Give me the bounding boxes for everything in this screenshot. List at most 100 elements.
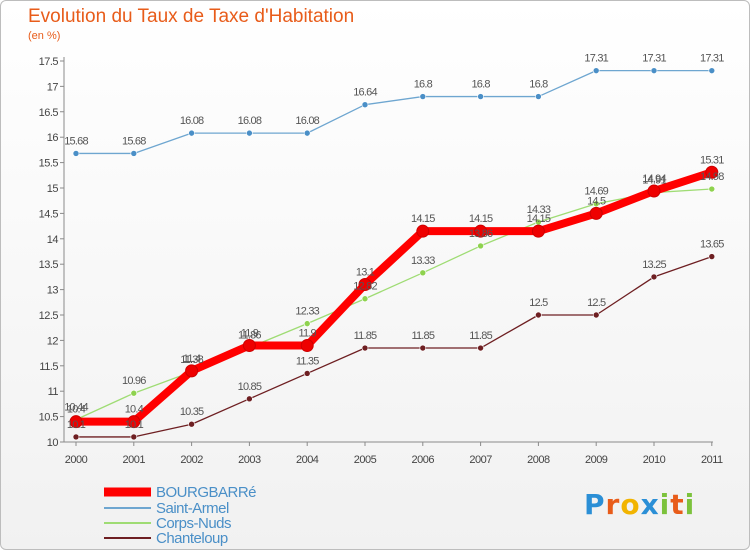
data-point: [474, 224, 488, 238]
data-point: [188, 420, 195, 428]
data-label: 17.31: [642, 53, 666, 65]
data-point: [303, 370, 311, 377]
y-tick-label: 10.5: [39, 412, 59, 424]
logo-letter: o: [620, 488, 641, 521]
data-point: [188, 129, 195, 137]
data-point: [246, 129, 253, 137]
x-tick-label: 2003: [238, 454, 261, 466]
data-label: 12.82: [353, 281, 377, 293]
y-tick-label: 11: [48, 386, 59, 398]
data-point: [531, 224, 545, 238]
data-label: 16.08: [180, 115, 204, 127]
data-label: 10.96: [122, 375, 146, 387]
y-tick-label: 17.5: [39, 56, 59, 68]
data-point: [361, 295, 369, 303]
legend-label: BOURGBARRé: [156, 484, 256, 501]
data-label: 16.08: [295, 115, 319, 127]
data-label: 11.86: [238, 330, 261, 342]
y-tick-label: 10: [47, 437, 59, 449]
data-point: [477, 344, 484, 352]
data-label: 13.1: [356, 267, 375, 279]
data-label: 11.4: [183, 353, 201, 365]
data-point: [72, 150, 80, 157]
data-point: [72, 433, 80, 441]
data-point: [303, 129, 311, 137]
axes: 10 10.5 11 11.5 12 12.5 13 13.5 14 14.5 15 15.5 16 16…: [39, 56, 724, 466]
logo-letter: x: [640, 488, 660, 521]
data-label: 12.33: [295, 306, 319, 318]
data-label: 13.33: [411, 255, 435, 267]
data-point: [303, 320, 311, 327]
x-tick-label: 2007: [469, 454, 492, 466]
data-point: [127, 415, 141, 429]
data-labels: 10.4 10.411.411.9 11.913.114.15 14.15 14.151…: [64, 53, 725, 431]
y-tick-label: 16.5: [39, 107, 59, 119]
data-label: 13.86: [469, 228, 493, 240]
data-label: 11.85: [354, 330, 377, 342]
data-point: [650, 273, 658, 281]
x-tick-label: 2002: [180, 454, 203, 466]
data-point: [477, 93, 484, 100]
data-label: 10.35: [180, 406, 204, 418]
data-point: [419, 93, 427, 100]
data-point: [246, 395, 253, 403]
data-label: 14.15: [469, 213, 493, 225]
data-label: 10.1: [67, 419, 86, 431]
legend-label: Saint-Armel: [156, 500, 229, 517]
y-tick-label: 17: [47, 81, 59, 93]
y-tick-label: 14: [47, 234, 59, 246]
x-tick-label: 2000: [65, 454, 88, 466]
data-label: 11.9: [298, 327, 316, 339]
data-label: 17.31: [700, 53, 724, 65]
series-line: [75, 70, 713, 155]
logo-letter: i: [684, 488, 696, 521]
data-point: [592, 67, 600, 74]
data-label: 11.38: [180, 354, 203, 366]
y-tick-label: 15: [47, 183, 59, 195]
x-tick-label: 2001: [123, 454, 146, 466]
data-point: [650, 67, 658, 74]
data-label: 12.5: [587, 297, 606, 309]
data-label: 11.9: [241, 327, 259, 339]
data-label: 15.68: [122, 135, 146, 147]
data-label: 15.68: [64, 135, 88, 147]
data-label: 14.94: [642, 173, 666, 185]
data-point: [535, 311, 542, 319]
data-label: 15.31: [700, 154, 724, 166]
logo-letter: t: [670, 488, 685, 521]
data-label: 10.4: [125, 404, 144, 416]
data-label: 11.35: [296, 355, 319, 367]
data-label: 14.98: [700, 171, 724, 183]
data-label: 16.8: [471, 79, 490, 91]
legend: BOURGBARRéSaint-ArmelCorps-NudsChantelou…: [104, 484, 257, 547]
data-label: 14.91: [642, 175, 666, 187]
logo-letter: i: [659, 488, 671, 521]
data-label: 14.33: [527, 204, 551, 216]
data-label: 14.69: [584, 186, 608, 198]
x-tick-label: 2008: [527, 454, 550, 466]
data-label: 13.65: [700, 239, 724, 251]
data-point: [708, 67, 716, 74]
data-point: [361, 344, 369, 352]
data-label: 10.1: [125, 419, 144, 431]
data-point: [419, 344, 427, 352]
legend-label: Corps-Nuds: [156, 515, 231, 532]
logo-letter: r: [605, 488, 621, 521]
data-label: 16.08: [238, 115, 262, 127]
data-label: 16.8: [414, 79, 433, 91]
x-tick-label: 2011: [701, 454, 723, 466]
data-point: [592, 311, 600, 319]
chart-title: Evolution du Taux de Taxe d'Habitation: [28, 6, 355, 27]
proxiti-logo: Proxiti: [584, 488, 695, 521]
x-tick-label: 2009: [585, 454, 608, 466]
data-point: [130, 150, 138, 157]
data-point: [130, 433, 138, 441]
data-label: 11.85: [411, 330, 434, 342]
data-point: [185, 364, 199, 378]
data-label: 10.4: [67, 404, 86, 416]
data-point: [69, 415, 83, 429]
y-tick-label: 13.5: [39, 259, 59, 271]
data-point: [592, 200, 600, 208]
